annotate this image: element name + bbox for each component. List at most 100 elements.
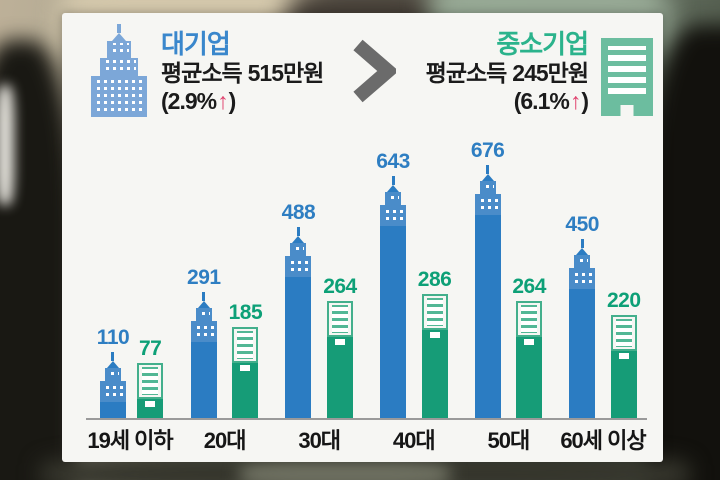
building-windows-icon bbox=[474, 194, 501, 216]
building-spire-icon bbox=[296, 227, 300, 237]
bar-sme bbox=[232, 327, 259, 419]
building-door-icon bbox=[429, 332, 440, 339]
bar-value-label: 220 bbox=[606, 289, 641, 313]
background-highlight bbox=[0, 85, 14, 205]
bar-group: 110 77 bbox=[86, 326, 174, 419]
sme-building-icon bbox=[601, 38, 653, 116]
bar-value-label: 264 bbox=[512, 275, 546, 299]
bar-value-label: 110 bbox=[96, 326, 130, 350]
building-floors-icon bbox=[421, 294, 448, 331]
bar-group: 643 286 bbox=[370, 150, 458, 419]
sme-title: 중소기업 bbox=[496, 29, 589, 59]
bar-value-label: 488 bbox=[281, 201, 316, 225]
bar-column-sme: 185 bbox=[228, 301, 263, 419]
bar-column-sme: 264 bbox=[323, 275, 357, 419]
bar-large-company bbox=[285, 227, 312, 419]
sme-income: 평균소득 245만원 bbox=[425, 59, 589, 86]
x-axis-label: 20대 bbox=[203, 428, 247, 454]
bar-large-company bbox=[569, 239, 596, 419]
bar-large-company bbox=[380, 176, 406, 419]
x-axis-label: 30대 bbox=[298, 428, 341, 454]
building-windows-icon bbox=[285, 256, 312, 278]
building-windows-icon bbox=[380, 205, 406, 227]
bar-value-label: 185 bbox=[228, 301, 263, 325]
building-windows-icon bbox=[574, 255, 591, 269]
building-door-icon bbox=[524, 339, 535, 346]
building-windows-icon bbox=[385, 192, 401, 206]
bar-sme bbox=[516, 301, 543, 419]
building-floors-icon bbox=[516, 301, 543, 338]
bar-column-large-company: 291 bbox=[187, 266, 221, 419]
legend-header: 대기업 평균소득 515만원 (2.9%↑) 중소기업 평균소득 245만원 bbox=[62, 13, 663, 117]
bar-value-label: 450 bbox=[565, 213, 599, 237]
building-floors-icon bbox=[326, 301, 353, 338]
bar-sme bbox=[326, 301, 353, 419]
up-arrow-icon: ↑ bbox=[569, 87, 581, 114]
building-spire-icon bbox=[580, 239, 584, 249]
building-windows-icon bbox=[195, 308, 212, 322]
building-spire-icon bbox=[486, 165, 490, 175]
bar-value-label: 77 bbox=[139, 337, 162, 361]
large-company-income: 평균소득 515만원 bbox=[161, 59, 324, 86]
bar-column-sme: 220 bbox=[606, 289, 641, 419]
infographic-panel: 대기업 평균소득 515만원 (2.9%↑) 중소기업 평균소득 245만원 bbox=[62, 13, 663, 462]
bars-row: 110 77 291 185 488 264 643 286 676 264 450 220 bbox=[86, 136, 647, 419]
x-axis-label: 40대 bbox=[392, 428, 436, 454]
building-windows-icon bbox=[99, 381, 126, 403]
sme-legend: 중소기업 평균소득 245만원 (6.1%↑) bbox=[426, 24, 653, 117]
building-windows-icon bbox=[104, 368, 121, 382]
large-company-building-icon bbox=[90, 24, 148, 117]
building-windows-icon bbox=[290, 243, 307, 257]
x-labels-row: 19세 이하 20대 30대 40대 50대 60세 이상 bbox=[86, 420, 647, 454]
bar-column-large-company: 110 bbox=[96, 326, 130, 419]
bar-chart: 110 77 291 185 488 264 643 286 676 264 450 220 19세 … bbox=[86, 136, 647, 454]
x-axis-label: 60세 이상 bbox=[560, 428, 646, 454]
large-company-title: 대기업 bbox=[161, 29, 231, 59]
bar-value-label: 286 bbox=[417, 268, 452, 292]
bar-group: 291 185 bbox=[181, 266, 269, 419]
building-spire-icon bbox=[111, 352, 115, 362]
bar-sme bbox=[610, 315, 637, 419]
building-floors-icon bbox=[232, 327, 259, 364]
bar-column-large-company: 488 bbox=[281, 201, 316, 419]
bar-column-large-company: 643 bbox=[376, 150, 410, 419]
bar-value-label: 264 bbox=[323, 275, 357, 299]
x-axis-line bbox=[86, 418, 647, 421]
bar-value-label: 291 bbox=[187, 266, 221, 290]
bar-large-company bbox=[190, 292, 217, 419]
bar-value-label: 643 bbox=[376, 150, 410, 174]
x-axis-label: 19세 이하 bbox=[87, 428, 173, 454]
building-floors-icon bbox=[610, 315, 637, 352]
building-windows-icon bbox=[190, 321, 217, 343]
bar-column-large-company: 676 bbox=[470, 139, 505, 419]
greater-than-icon bbox=[353, 39, 396, 103]
large-company-legend: 대기업 평균소득 515만원 (2.9%↑) bbox=[90, 24, 324, 117]
bar-group: 676 264 bbox=[464, 139, 552, 419]
bar-sme bbox=[421, 294, 448, 419]
sme-change: (6.1%↑) bbox=[513, 87, 589, 114]
bar-group: 450 220 bbox=[559, 213, 647, 419]
building-door-icon bbox=[334, 339, 345, 346]
building-spire-icon bbox=[391, 176, 395, 186]
bar-column-sme: 286 bbox=[417, 268, 452, 419]
up-arrow-icon: ↑ bbox=[217, 87, 228, 114]
bar-large-company bbox=[474, 165, 501, 419]
bar-column-large-company: 450 bbox=[565, 213, 599, 419]
building-door-icon bbox=[145, 401, 156, 408]
bar-large-company bbox=[99, 352, 126, 419]
building-door-icon bbox=[240, 365, 251, 372]
bar-column-sme: 77 bbox=[137, 337, 164, 419]
building-door-icon bbox=[618, 353, 629, 360]
building-floors-icon bbox=[137, 363, 164, 400]
bar-column-sme: 264 bbox=[512, 275, 546, 419]
large-company-change: (2.9%↑) bbox=[161, 87, 236, 114]
building-windows-icon bbox=[569, 268, 596, 290]
bar-group: 488 264 bbox=[275, 201, 363, 419]
x-axis-label: 50대 bbox=[487, 428, 531, 454]
bar-value-label: 676 bbox=[470, 139, 505, 163]
building-windows-icon bbox=[479, 181, 496, 195]
background-floor-light bbox=[240, 458, 450, 480]
bar-sme bbox=[137, 363, 164, 419]
building-spire-icon bbox=[202, 292, 206, 302]
